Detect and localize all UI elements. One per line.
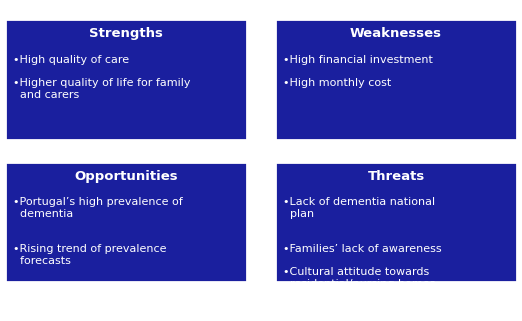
Text: •Portugal’s high prevalence of
  dementia: •Portugal’s high prevalence of dementia bbox=[13, 197, 183, 220]
FancyBboxPatch shape bbox=[5, 19, 246, 140]
Text: •High quality of care: •High quality of care bbox=[13, 55, 129, 65]
Text: •Few direct competitors: •Few direct competitors bbox=[13, 290, 147, 300]
Text: •Higher quality of life for family
  and carers: •Higher quality of life for family and c… bbox=[13, 78, 191, 100]
Text: •Cultural attitude towards
  residential/nursing homes: •Cultural attitude towards residential/n… bbox=[283, 267, 435, 289]
FancyBboxPatch shape bbox=[5, 162, 246, 282]
Text: •Families’ lack of awareness: •Families’ lack of awareness bbox=[283, 244, 442, 254]
Text: Strengths: Strengths bbox=[89, 27, 163, 40]
Text: Weaknesses: Weaknesses bbox=[350, 27, 442, 40]
Text: Threats: Threats bbox=[367, 170, 425, 183]
Text: •Lack of dementia national
  plan: •Lack of dementia national plan bbox=[283, 197, 435, 220]
FancyBboxPatch shape bbox=[275, 19, 517, 140]
Text: •High financial investment: •High financial investment bbox=[283, 55, 433, 65]
FancyBboxPatch shape bbox=[275, 162, 517, 282]
Text: Opportunities: Opportunities bbox=[74, 170, 178, 183]
Text: •Rising trend of prevalence
  forecasts: •Rising trend of prevalence forecasts bbox=[13, 244, 167, 266]
Text: •Low quality of care: •Low quality of care bbox=[13, 313, 125, 321]
Text: •High monthly cost: •High monthly cost bbox=[283, 78, 392, 88]
